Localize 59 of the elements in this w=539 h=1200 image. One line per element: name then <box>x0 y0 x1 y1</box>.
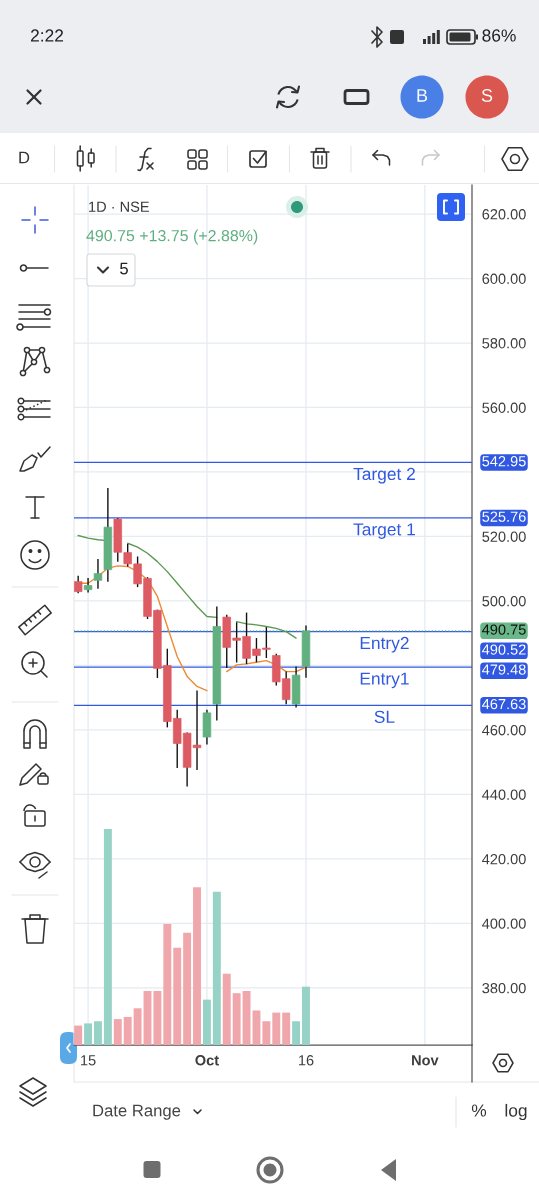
text: 1D · NSE <box>89 201 149 212</box>
y-tick-label: 420.00 <box>482 854 526 865</box>
text: 490.75 <box>482 624 526 635</box>
bar <box>94 1021 102 1045</box>
bar <box>163 924 172 1045</box>
y-tick-label: 380.00 <box>482 983 526 994</box>
text: % <box>471 1104 487 1117</box>
ref-line-label: SL <box>374 710 395 723</box>
x-tick-label: Oct <box>195 1055 219 1066</box>
text: 2:22 <box>30 29 64 42</box>
x-tick-label: 16 <box>298 1055 314 1066</box>
candlestick <box>83 577 93 594</box>
ref-line-label: Entry2 <box>360 636 409 653</box>
candlestick <box>93 558 103 590</box>
bar <box>133 1008 142 1045</box>
text: D <box>19 151 30 164</box>
text: 86% <box>482 29 516 42</box>
text: log <box>505 1103 527 1121</box>
bar <box>302 986 310 1045</box>
x-tick-label: 15 <box>81 1055 96 1066</box>
annotation: 5 <box>120 262 128 275</box>
y-tick-label: 600.00 <box>482 273 526 284</box>
bar <box>292 1021 301 1045</box>
y-tick-label: 520.00 <box>482 531 526 542</box>
text: Date Range <box>93 1104 181 1120</box>
y-tick-label: 620.00 <box>482 209 526 220</box>
y-tick-label: 560.00 <box>482 402 526 413</box>
ref-line-label: Entry1 <box>360 672 409 689</box>
text: 490.52 <box>482 644 526 655</box>
bar <box>183 932 192 1045</box>
ref-line-label: Target 1 <box>353 523 415 539</box>
text: 490.75 +13.75 (+2.88%) <box>86 229 258 245</box>
bar <box>262 1021 271 1045</box>
bar <box>232 993 241 1045</box>
bar <box>193 887 201 1045</box>
text: 479.48 <box>482 664 526 675</box>
y-tick-label: 580.00 <box>482 338 526 349</box>
text: 525.76 <box>482 511 526 522</box>
bar <box>282 1012 291 1045</box>
bar <box>123 1016 132 1045</box>
bar <box>84 1023 93 1045</box>
text: S <box>481 89 493 102</box>
text: 467.63 <box>482 698 526 710</box>
text: B <box>417 89 428 102</box>
text: 542.95 <box>482 456 526 467</box>
y-tick-label: 460.00 <box>482 725 526 736</box>
bar <box>272 1012 281 1045</box>
bar <box>202 999 211 1045</box>
x-tick-label: Nov <box>412 1055 439 1066</box>
bar <box>212 891 221 1045</box>
bar <box>173 947 182 1045</box>
y-tick-label: 500.00 <box>482 596 526 607</box>
bar <box>103 829 112 1045</box>
bar <box>153 991 162 1045</box>
bar <box>222 973 231 1045</box>
ref-line-label: Target 2 <box>353 467 415 484</box>
y-tick-label: 400.00 <box>482 918 526 929</box>
y-tick-label: 440.00 <box>482 789 526 800</box>
bar <box>113 1019 122 1045</box>
